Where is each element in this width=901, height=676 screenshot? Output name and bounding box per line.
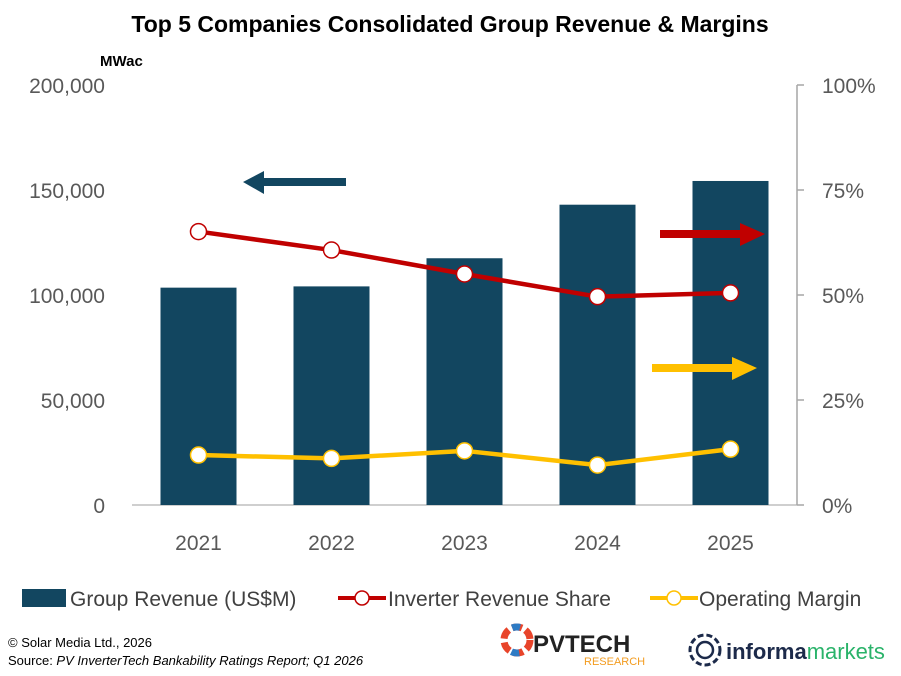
line-point	[721, 284, 740, 302]
x-tick-label: 2024	[574, 532, 621, 555]
line-point	[189, 222, 208, 241]
bar-2024	[559, 204, 636, 505]
right-tick-label: 75%	[822, 180, 864, 203]
legend-label-revenue: Group Revenue (US$M)	[70, 588, 296, 611]
left-tick-label: 100,000	[29, 285, 105, 308]
legend-label-margin: Operating Margin	[699, 588, 861, 611]
legend: Group Revenue (US$M) Inverter Revenue Sh…	[22, 588, 861, 611]
svg-text:RESEARCH: RESEARCH	[584, 656, 645, 668]
left-axis-arrow-head	[243, 171, 264, 194]
right-tick-label: 25%	[822, 390, 864, 413]
line-point	[588, 456, 607, 474]
bar-2023	[426, 258, 503, 505]
footer: © Solar Media Ltd., 2026 Source: PV Inve…	[8, 623, 885, 668]
x-tick-label: 2021	[175, 532, 222, 555]
right-axis-arrow-red-head	[740, 223, 765, 246]
line-point	[322, 449, 341, 468]
legend-marker-yellow	[666, 590, 682, 606]
legend-swatch-bar	[22, 589, 66, 607]
right-tick-label: 50%	[822, 285, 864, 308]
x-tick-label: 2023	[441, 532, 488, 555]
left-tick-label: 0	[93, 495, 105, 518]
right-axis-arrow-yellow-head	[732, 357, 757, 380]
copyright: © Solar Media Ltd., 2026	[8, 635, 152, 650]
x-tick-label: 2022	[308, 532, 355, 555]
line-point	[455, 442, 474, 460]
line-point	[189, 446, 208, 464]
legend-label-inverter: Inverter Revenue Share	[388, 588, 611, 611]
line-point	[322, 241, 341, 259]
svg-text:informamarkets: informamarkets	[726, 639, 885, 664]
line-point	[455, 265, 474, 283]
source: Source: PV InverterTech Bankability Rati…	[8, 653, 364, 668]
right-tick-label: 100%	[822, 75, 876, 98]
x-tick-label: 2025	[707, 532, 754, 555]
svg-text:PVTECH: PVTECH	[533, 631, 630, 658]
bar-2021	[160, 287, 237, 505]
left-tick-label: 50,000	[41, 390, 105, 413]
legend-marker-red	[354, 590, 370, 606]
informa-markets-logo: informamarkets	[688, 633, 885, 667]
bar-2022	[293, 286, 370, 505]
right-tick-label: 0%	[822, 495, 852, 518]
left-axis-unit: MWac	[100, 53, 143, 70]
axis-arrows	[243, 171, 765, 380]
left-tick-label: 150,000	[29, 180, 105, 203]
line-point	[588, 287, 607, 306]
left-tick-label: 200,000	[29, 75, 105, 98]
line-point	[721, 440, 740, 458]
chart-title: Top 5 Companies Consolidated Group Reven…	[131, 11, 768, 37]
pvtech-logo: PVTECH RESEARCH	[500, 623, 645, 668]
